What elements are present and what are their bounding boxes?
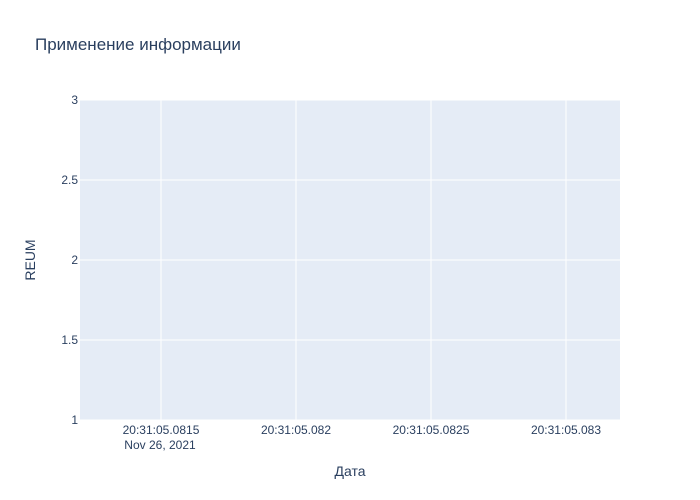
x-tick-label: 20:31:05.0815 bbox=[123, 423, 200, 437]
y-tick-label: 2.5 bbox=[61, 173, 78, 187]
x-tick-label: 20:31:05.082 bbox=[261, 423, 331, 437]
y-tick-label: 3 bbox=[71, 93, 78, 107]
y-tick-label: 1 bbox=[71, 413, 78, 427]
x-axis-label: Дата bbox=[334, 463, 365, 479]
y-tick-label: 1.5 bbox=[61, 333, 78, 347]
grid-lines bbox=[80, 99, 620, 421]
chart-title: Применение информации bbox=[35, 35, 241, 54]
x-tick-label: 20:31:05.083 bbox=[531, 423, 601, 437]
x-axis-ticks: 20:31:05.0815 20:31:05.082 20:31:05.0825 20… bbox=[123, 423, 602, 437]
y-tick-label: 2 bbox=[71, 253, 78, 267]
x-date-label: Nov 26, 2021 bbox=[124, 438, 196, 452]
y-axis-label: REUM bbox=[22, 239, 38, 280]
y-axis-ticks: 1 1.5 2 2.5 3 bbox=[61, 93, 78, 427]
x-tick-label: 20:31:05.0825 bbox=[393, 423, 470, 437]
